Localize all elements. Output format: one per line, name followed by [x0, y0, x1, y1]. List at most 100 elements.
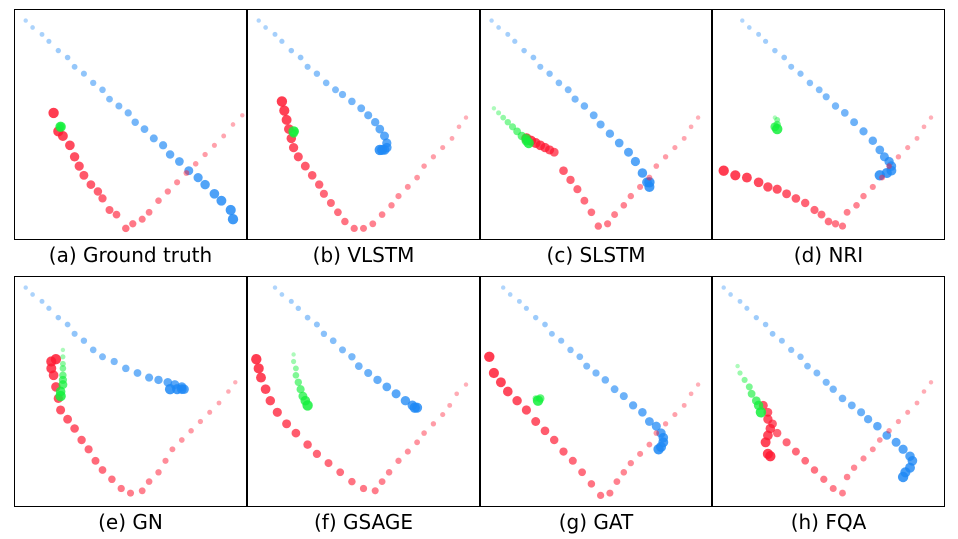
data-point [653, 430, 660, 436]
data-point [737, 298, 743, 304]
data-point [817, 210, 826, 219]
data-point [105, 206, 114, 214]
data-point [174, 179, 181, 186]
series-blue [272, 285, 423, 413]
data-point [341, 217, 349, 226]
series-red [46, 354, 238, 497]
data-point [496, 110, 502, 116]
data-point [567, 346, 574, 354]
data-point [875, 145, 885, 155]
data-point [782, 189, 792, 199]
data-point [385, 469, 393, 476]
data-point [70, 424, 79, 433]
data-point [69, 152, 80, 162]
data-point [71, 63, 78, 70]
data-point [145, 373, 154, 382]
data-point [601, 376, 610, 384]
data-point [291, 352, 296, 357]
data-point [512, 395, 522, 406]
data-point [291, 358, 297, 365]
data-point [637, 168, 648, 178]
data-point [334, 208, 342, 217]
data-point [192, 161, 199, 167]
data-point [850, 118, 859, 127]
data-point [627, 192, 634, 200]
data-point [559, 447, 568, 456]
data-point [272, 407, 282, 417]
data-point [788, 63, 795, 70]
data-point [531, 417, 541, 426]
data-point [207, 409, 213, 415]
data-point [504, 119, 511, 126]
data-point [23, 18, 28, 23]
data-point [549, 435, 559, 445]
data-point [496, 25, 501, 30]
data-point [763, 182, 773, 192]
data-point [272, 285, 278, 290]
series-red [484, 351, 701, 500]
data-point [86, 180, 96, 189]
data-point [869, 446, 876, 453]
data-point [348, 477, 356, 486]
data-point [763, 414, 773, 424]
data-point [30, 292, 35, 297]
data-point [324, 459, 333, 468]
series-green [491, 106, 534, 149]
data-point [879, 174, 886, 181]
data-point [838, 222, 847, 230]
data-point [829, 484, 837, 493]
data-point [296, 385, 305, 394]
data-point [304, 63, 311, 70]
data-point [64, 54, 71, 61]
data-point [495, 377, 506, 388]
data-point [628, 401, 638, 410]
series-green [55, 121, 66, 132]
data-point [336, 468, 345, 477]
data-point [276, 96, 288, 107]
subplot-caption: (g) GAT [558, 510, 634, 534]
data-point [850, 464, 858, 471]
data-point [772, 123, 783, 135]
data-point [537, 63, 544, 70]
data-point [106, 95, 113, 103]
data-point [348, 353, 356, 361]
data-point [740, 18, 745, 23]
series-green [735, 363, 767, 418]
series-green [532, 394, 545, 406]
data-point [39, 298, 45, 304]
data-point [454, 391, 460, 397]
data-point [604, 220, 612, 228]
data-point [359, 484, 368, 493]
data-point [225, 204, 236, 216]
data-point [523, 137, 534, 149]
data-point [279, 38, 285, 44]
data-point [115, 102, 123, 110]
data-point [227, 214, 239, 225]
data-point [138, 487, 146, 495]
subplot-8: (h) FQA [712, 276, 945, 538]
data-point [735, 363, 740, 369]
data-point [263, 25, 268, 30]
data-point [653, 444, 664, 455]
data-point [209, 188, 220, 199]
data-point [773, 428, 782, 438]
data-point [797, 353, 804, 361]
data-point [627, 459, 634, 467]
subplot-caption: (f) GSAGE [313, 510, 414, 534]
data-point [897, 471, 909, 483]
data-point [293, 152, 303, 162]
data-point [882, 431, 892, 440]
data-point [155, 469, 162, 476]
data-point [65, 140, 75, 151]
data-point [39, 31, 45, 37]
data-point [532, 314, 539, 321]
data-point [859, 127, 868, 136]
data-point [124, 109, 132, 117]
data-point [46, 305, 52, 311]
data-point [447, 402, 453, 408]
data-point [886, 428, 892, 434]
data-point [646, 174, 653, 181]
data-point [307, 170, 317, 180]
data-point [165, 150, 175, 159]
data-point [860, 455, 867, 462]
